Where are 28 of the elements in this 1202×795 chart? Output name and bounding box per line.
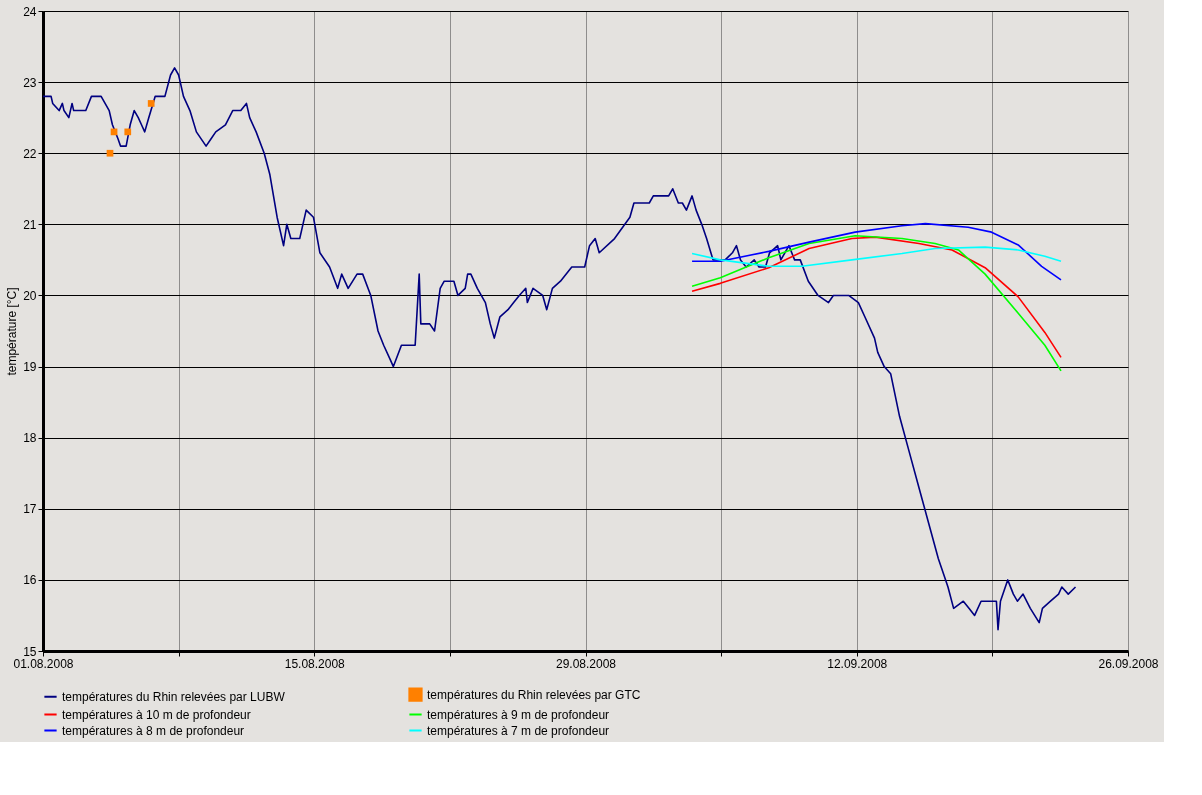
legend-label: températures à 8 m de profondeur [62, 723, 245, 738]
y-axis-title: température [°C] [5, 287, 20, 376]
y-tick-label: 19 [23, 360, 37, 375]
line-series [42, 67, 1077, 631]
y-tick-label: 21 [23, 217, 37, 232]
y-tick-label: 22 [23, 146, 37, 161]
x-tick-label: 15.08.2008 [284, 656, 346, 671]
y-tick-label: 17 [23, 502, 37, 517]
y-tick-label: 20 [23, 288, 37, 303]
line-series [691, 246, 1062, 268]
x-tick-label: 01.08.2008 [13, 656, 74, 671]
y-tick-label: 24 [23, 4, 37, 19]
point [147, 100, 155, 107]
y-tick-label: 23 [23, 75, 37, 90]
y-tick-label: 18 [23, 431, 37, 446]
legend-label: températures à 9 m de profondeur [427, 707, 610, 722]
y-tick-label: 16 [23, 573, 37, 588]
x-tick-label: 26.09.2008 [1098, 656, 1159, 671]
x-tick-label: 29.08.2008 [555, 656, 617, 671]
legend-label: températures du Rhin relevées par LUBW [62, 689, 286, 704]
legend-label: températures du Rhin relevées par GTC [427, 687, 641, 702]
legend-label: températures à 10 m de profondeur [62, 707, 251, 722]
line-series [691, 222, 1062, 281]
legend-label: températures à 7 m de profondeur [427, 723, 610, 738]
x-tick-label: 12.09.2008 [827, 656, 888, 671]
point [124, 128, 132, 136]
y-tick-label: 15 [23, 644, 37, 659]
point [106, 149, 114, 157]
